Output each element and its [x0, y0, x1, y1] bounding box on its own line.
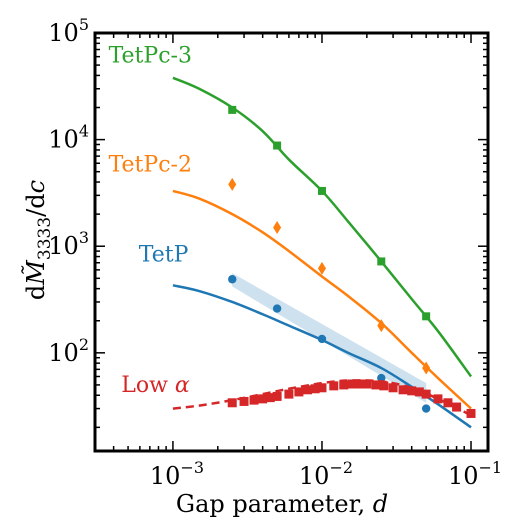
point-tetpc-3 [422, 312, 431, 321]
point-tetp [272, 304, 282, 313]
point-tetpc-2 [273, 220, 282, 234]
point-low [362, 379, 372, 389]
x-tick-label: 10−3 [150, 458, 204, 490]
point-tetpc-3 [228, 105, 237, 114]
band-tetp [232, 273, 427, 403]
point-low [355, 379, 365, 389]
y-axis-label: dM̃3333/dc [22, 180, 55, 300]
x-tick-label: 10−1 [448, 458, 502, 490]
point-low [317, 383, 327, 393]
tick-labels: 10−3 10−2 10−1 102 103 104 105 [48, 15, 502, 490]
point-tetp [228, 275, 237, 284]
point-tetpc-2 [377, 319, 386, 333]
point-low [347, 379, 357, 389]
point-low [398, 385, 408, 395]
point-low [272, 391, 282, 401]
point-low [310, 384, 320, 394]
point-low [433, 394, 443, 404]
x-tick-label: 10−2 [299, 458, 353, 490]
series-label-tetpc-3: TetPc-3 [109, 43, 192, 68]
series-label-low: Low α [121, 373, 190, 398]
y-tick-label: 105 [48, 15, 89, 47]
point-low [294, 387, 304, 397]
point-low [329, 381, 339, 391]
axes-frame [93, 31, 490, 453]
point-low [339, 380, 349, 390]
point-low [303, 385, 313, 395]
y-tick-label: 104 [48, 122, 89, 154]
y-tick-label: 103 [48, 228, 89, 260]
point-low [249, 395, 259, 405]
plot-area [172, 76, 476, 429]
point-low [414, 387, 424, 397]
point-tetpc-3 [317, 186, 326, 195]
y-tick-label: 102 [48, 335, 89, 367]
point-tetpc-3 [273, 141, 282, 150]
series-label-tetpc-2: TetPc-2 [109, 153, 192, 178]
point-low [379, 381, 389, 391]
point-tetpc-2 [228, 177, 237, 191]
point-tetpc-2 [317, 261, 326, 275]
point-low [443, 398, 453, 408]
point-low [239, 396, 249, 406]
series-label-tetp: TetP [139, 242, 189, 267]
point-low [452, 402, 462, 412]
point-low [371, 380, 381, 390]
series-labels: TetPc-3 TetPc-2 TetP Low α [109, 43, 192, 398]
point-low [421, 389, 431, 399]
point-tetpc-2 [422, 361, 431, 375]
axis-ticks [94, 32, 488, 451]
point-low [284, 389, 294, 399]
point-low [227, 398, 237, 408]
point-low [258, 394, 268, 404]
x-axis-label: Gap parameter, d [176, 490, 388, 518]
point-low [407, 386, 417, 396]
point-tetp [421, 404, 431, 413]
point-low [265, 393, 275, 403]
point-tetpc-3 [377, 257, 386, 266]
point-low [388, 383, 398, 393]
curve-tetpc-2 [172, 189, 472, 410]
point-low [466, 408, 476, 418]
point-tetp [317, 334, 327, 344]
